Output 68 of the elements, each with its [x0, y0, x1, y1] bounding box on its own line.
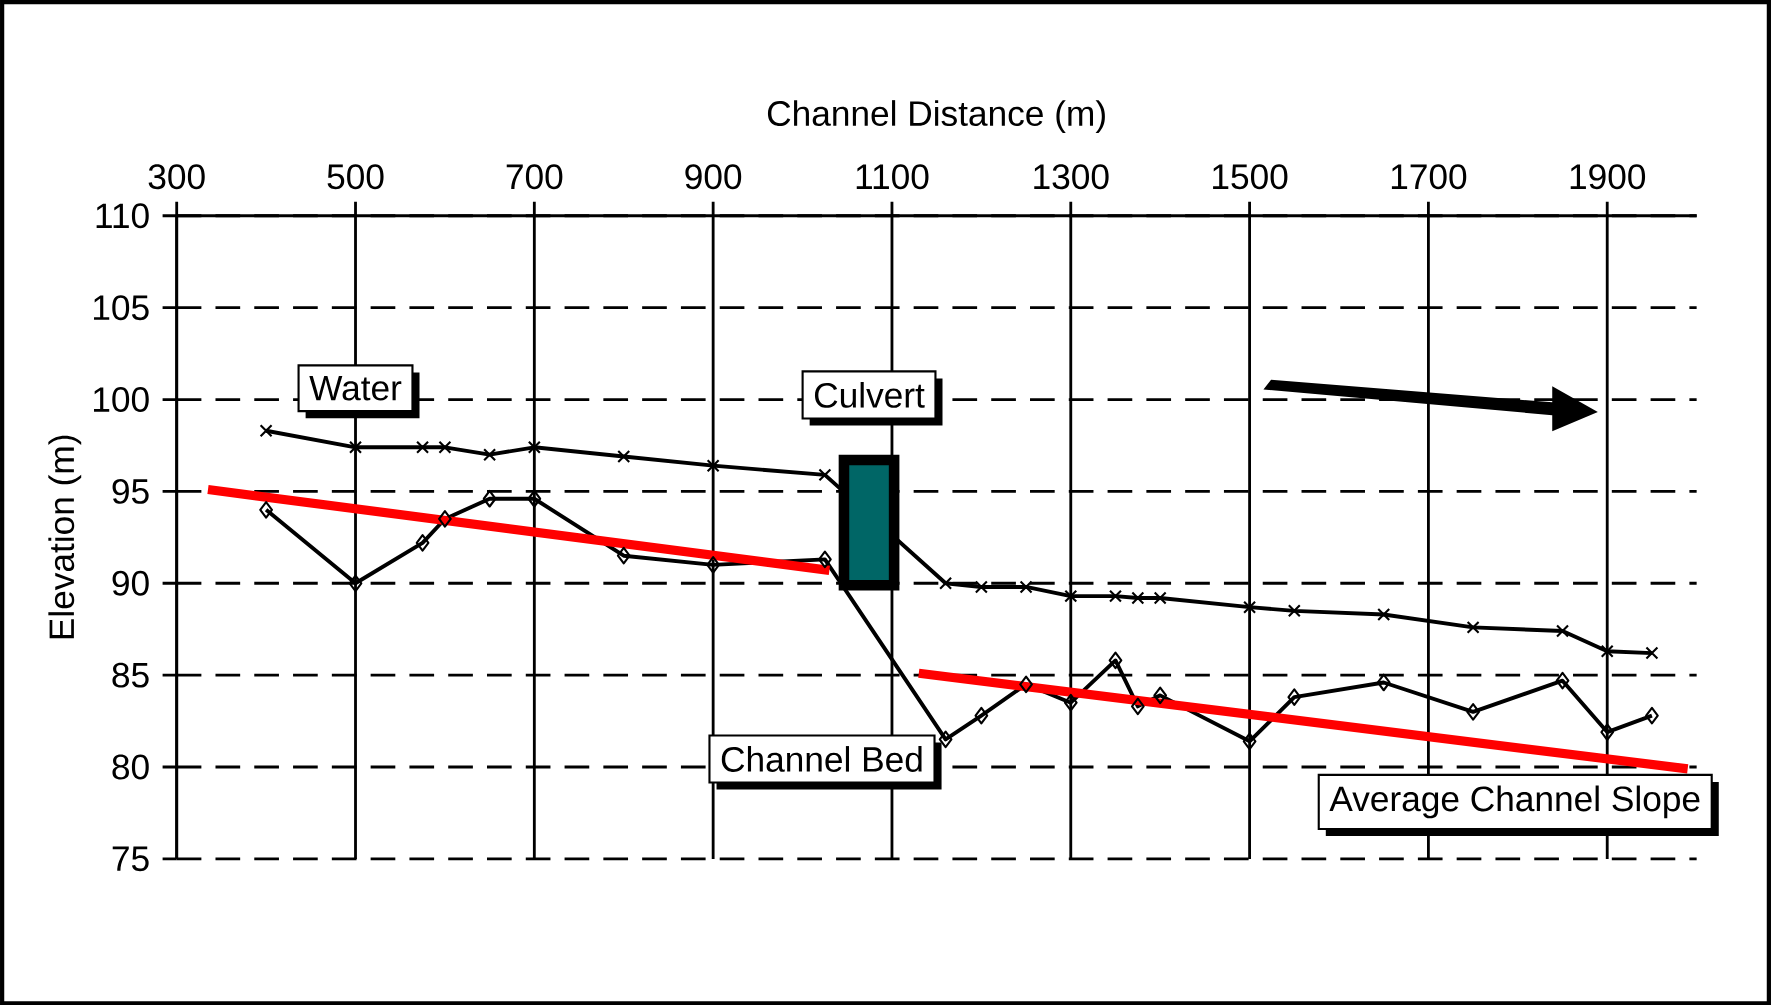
- x-tick-label: 700: [506, 164, 563, 189]
- point: [1645, 706, 1659, 725]
- point: [438, 440, 452, 454]
- annotation: Culvert: [814, 381, 925, 408]
- y-tick-label: 100: [94, 386, 149, 412]
- point: [259, 423, 273, 438]
- point: [818, 550, 832, 568]
- y-tick-label: 95: [112, 478, 149, 504]
- point: [415, 533, 430, 552]
- point: [939, 576, 953, 590]
- point: [1063, 693, 1078, 712]
- y-axis-title: Elevation (m): [48, 435, 82, 639]
- point: [706, 458, 720, 472]
- y-tick-label: 75: [112, 846, 149, 871]
- point: [617, 449, 631, 463]
- point: [259, 500, 273, 519]
- x-axis-title: Channel Distance (m): [767, 99, 1105, 133]
- point: [1600, 644, 1614, 658]
- point: [974, 580, 988, 594]
- point: [1466, 620, 1480, 634]
- point: [1019, 580, 1033, 594]
- point: [706, 555, 721, 574]
- point: [1287, 604, 1301, 618]
- point: [1243, 600, 1257, 614]
- x-tick-label: 1900: [1570, 164, 1646, 189]
- x-tick-label: 1700: [1391, 164, 1467, 189]
- series-label: Water: [309, 375, 402, 401]
- point: [348, 440, 363, 454]
- point: [974, 706, 989, 725]
- point: [1376, 673, 1391, 692]
- y-tick-label: 105: [94, 294, 149, 320]
- y-tick-label: 85: [112, 662, 149, 688]
- point: [1645, 646, 1659, 660]
- x-tick-label: 900: [685, 164, 742, 189]
- point: [1377, 607, 1391, 621]
- series-label: Channel Bed: [721, 745, 922, 772]
- x-tick-label: 300: [148, 164, 205, 189]
- point: [527, 440, 541, 454]
- point: [348, 574, 363, 592]
- point: [1555, 671, 1570, 690]
- y-tick-label: 90: [112, 570, 149, 596]
- x-tick-label: 1500: [1213, 164, 1288, 189]
- y-tick-label: 110: [96, 203, 149, 229]
- x-tick-label: 500: [327, 164, 384, 189]
- point: [1130, 697, 1145, 715]
- point: [416, 440, 430, 454]
- point: [438, 509, 452, 528]
- point: [1466, 702, 1480, 721]
- point: [482, 489, 497, 508]
- point: [1555, 624, 1570, 638]
- point: [1153, 591, 1167, 605]
- x-tick-label: 1300: [1034, 164, 1109, 189]
- point: [616, 546, 631, 565]
- point: [818, 468, 832, 482]
- point: [1287, 688, 1302, 706]
- point: [1108, 651, 1123, 670]
- series-label: Average Channel Slope: [1329, 785, 1700, 819]
- point: [1600, 723, 1615, 741]
- point: [1153, 686, 1168, 704]
- point: [1019, 675, 1033, 693]
- x-tick-label: 1100: [856, 164, 929, 189]
- point: [1242, 732, 1257, 750]
- point: [1131, 591, 1145, 605]
- point: [483, 447, 497, 461]
- point: [1064, 589, 1078, 603]
- y-tick-label: 80: [112, 754, 149, 780]
- point: [1108, 589, 1123, 603]
- point: [938, 730, 953, 749]
